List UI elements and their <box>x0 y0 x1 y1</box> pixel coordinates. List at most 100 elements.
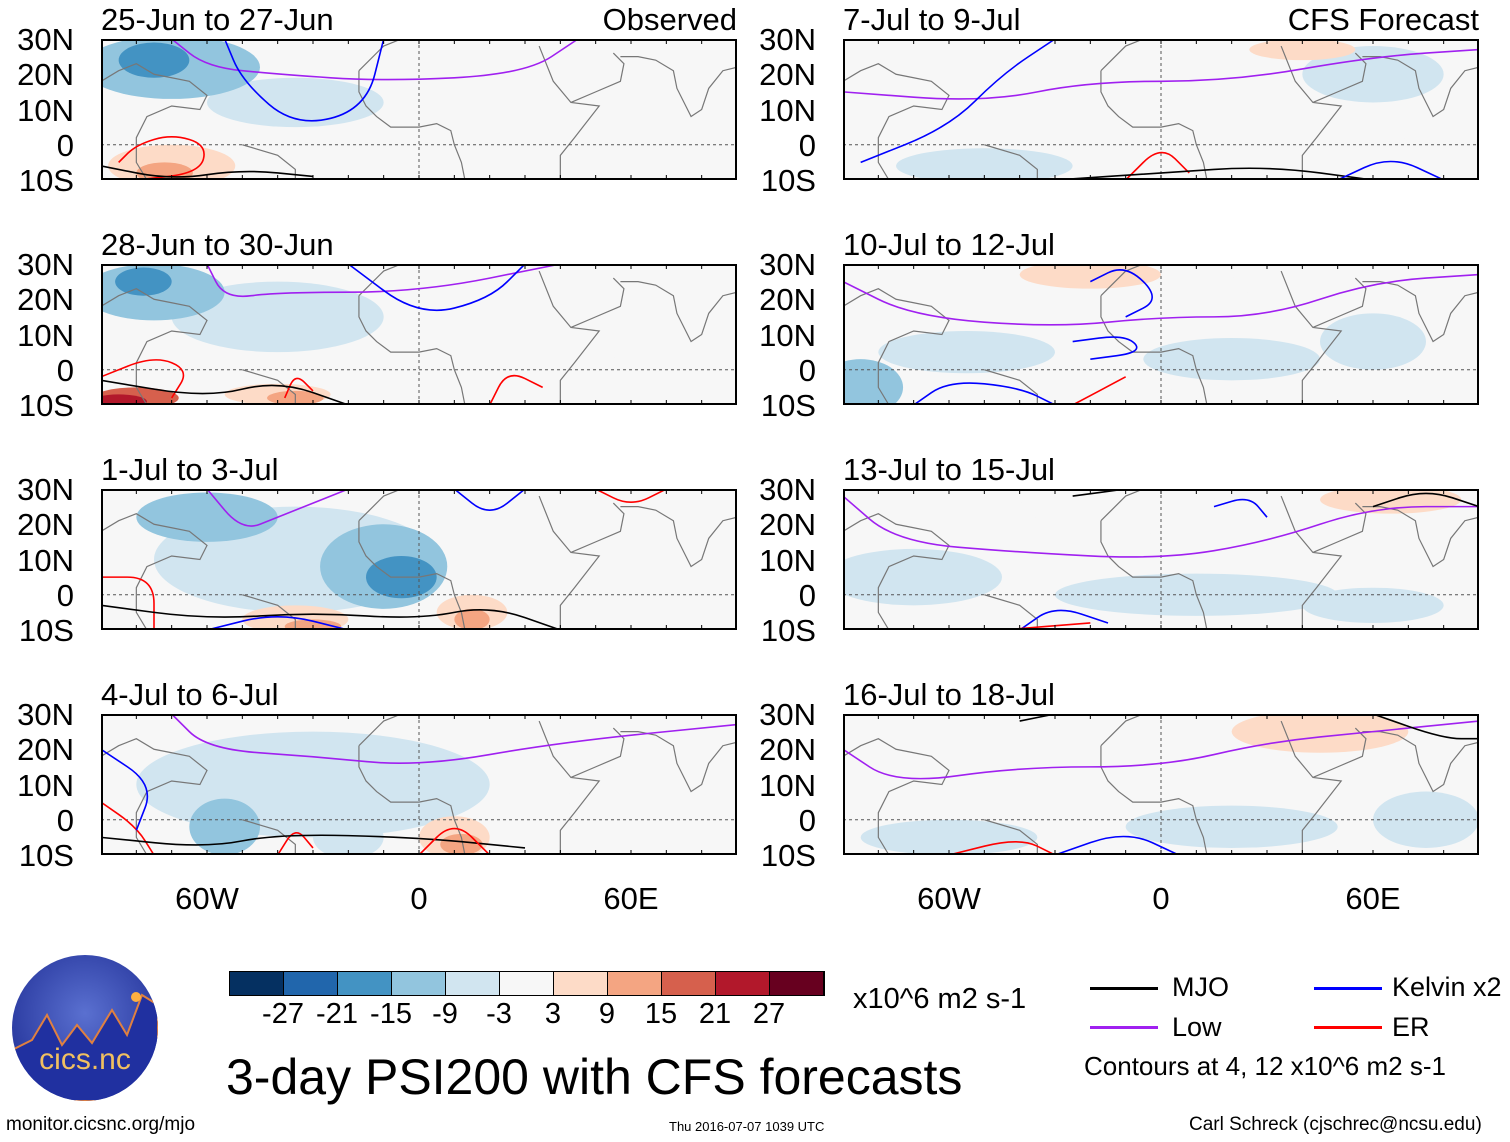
contour-line <box>101 748 149 831</box>
map-panel <box>843 714 1479 855</box>
contour-line <box>860 39 1056 164</box>
coastline <box>538 720 601 855</box>
anomaly-region <box>284 619 342 630</box>
colorbar-swatch <box>608 972 662 995</box>
footer-timestamp: Thu 2016-07-07 1039 UTC <box>669 1119 825 1134</box>
lat-tick-label: 0 <box>798 802 816 838</box>
anomaly-region <box>542 541 649 578</box>
anomaly-region <box>843 359 904 405</box>
anomaly-region <box>1125 805 1338 848</box>
coastline <box>620 506 737 568</box>
lon-tick-label: 0 <box>410 881 428 916</box>
coastline <box>1362 56 1479 118</box>
coastline <box>570 502 625 554</box>
anomaly-region <box>843 749 896 820</box>
contour-line <box>101 359 185 399</box>
contour-note: Contours at 4, 12 x10^6 m2 s-1 <box>1084 1051 1446 1081</box>
coastline <box>538 495 601 630</box>
panel-title: 4-Jul to 6-Jul <box>101 677 279 712</box>
lat-tick-label: 10S <box>760 163 816 198</box>
coastline <box>984 594 1038 630</box>
coastline <box>620 281 737 343</box>
anomaly-region <box>189 798 260 855</box>
coastline <box>1100 745 1208 855</box>
coastline <box>570 727 625 779</box>
coastline <box>358 520 466 630</box>
contour-line <box>843 720 1479 780</box>
lat-tick-label: 20N <box>17 57 74 93</box>
map-panel <box>843 489 1479 630</box>
colorbar-swatch <box>500 972 554 995</box>
contour-line <box>101 165 314 178</box>
colorbar-tick-label: 9 <box>598 998 616 1030</box>
lat-tick-label: 10S <box>760 388 816 423</box>
anomaly-region <box>101 394 147 405</box>
colorbar-tick-label: -9 <box>432 998 458 1030</box>
coastline <box>242 594 296 630</box>
lat-tick-label: 0 <box>56 802 74 838</box>
map-panel <box>843 264 1479 405</box>
lat-tick-label: 10N <box>759 767 816 803</box>
panel-title: 28-Jun to 30-Jun <box>101 227 334 262</box>
lat-tick-label: 10N <box>17 542 74 578</box>
coastline <box>843 513 950 630</box>
lat-tick-label: 30N <box>17 247 74 282</box>
coastline <box>358 39 402 72</box>
lon-tick-label: 60E <box>1345 881 1401 916</box>
coastline <box>620 56 737 118</box>
contour-line <box>843 495 1479 558</box>
contour-line <box>206 264 561 298</box>
colorbar-swatch <box>446 972 500 995</box>
lat-tick-label: 30N <box>759 22 816 57</box>
lon-tick-label: 0 <box>1152 881 1170 916</box>
map-panel <box>843 39 1479 180</box>
anomaly-region <box>1302 46 1444 103</box>
coastline <box>1100 489 1144 522</box>
anomaly-region <box>1143 338 1320 381</box>
contour-line <box>101 379 349 405</box>
column-label: Observed <box>602 2 737 37</box>
coastline <box>984 369 1038 405</box>
coastline <box>101 738 208 855</box>
lat-tick-label: 20N <box>17 507 74 543</box>
lat-tick-label: 0 <box>56 577 74 613</box>
colorbar-units: x10^6 m2 s-1 <box>853 983 1027 1015</box>
coastline <box>1280 45 1343 180</box>
panel-title: 7-Jul to 9-Jul <box>843 2 1021 37</box>
coastline <box>570 277 625 329</box>
colorbar-tick-label: 27 <box>752 998 786 1030</box>
lat-tick-label: 30N <box>759 472 816 507</box>
lon-tick-label: 60E <box>603 881 659 916</box>
anomaly-region <box>454 608 490 630</box>
figure-title: 3-day PSI200 with CFS forecasts <box>226 1049 963 1105</box>
footer-url[interactable]: monitor.cicsnc.org/mjo <box>6 1114 196 1135</box>
colorbar-swatch <box>284 972 338 995</box>
colorbar-swatch <box>338 972 392 995</box>
coastline <box>101 63 208 180</box>
contour-line <box>1089 269 1153 318</box>
lat-tick-label: 10N <box>17 92 74 128</box>
legend-er-label: ER <box>1392 1012 1430 1042</box>
coastline <box>570 52 625 104</box>
coastline <box>1312 727 1367 779</box>
map-panel <box>101 264 737 405</box>
lat-tick-label: 10S <box>18 388 74 423</box>
coastline <box>1100 39 1144 72</box>
colorbar-swatch <box>662 972 716 995</box>
lat-tick-label: 0 <box>56 127 74 163</box>
lon-tick-label: 60W <box>917 881 981 916</box>
lat-tick-label: 20N <box>759 57 816 93</box>
coastline <box>101 513 208 630</box>
coastline <box>538 270 601 405</box>
lat-tick-label: 10N <box>17 767 74 803</box>
panel-title: 13-Jul to 15-Jul <box>843 452 1055 487</box>
coastline <box>843 738 950 855</box>
coastline <box>984 819 1038 855</box>
cics-logo: cics.nc <box>12 955 158 1101</box>
panel-title: 25-Jun to 27-Jun <box>101 2 334 37</box>
lat-tick-label: 10N <box>17 317 74 353</box>
panel-title: 1-Jul to 3-Jul <box>101 452 279 487</box>
colorbar-tick-label: -27 <box>262 998 304 1030</box>
anomaly-region <box>115 267 172 296</box>
lat-tick-label: 20N <box>17 282 74 318</box>
